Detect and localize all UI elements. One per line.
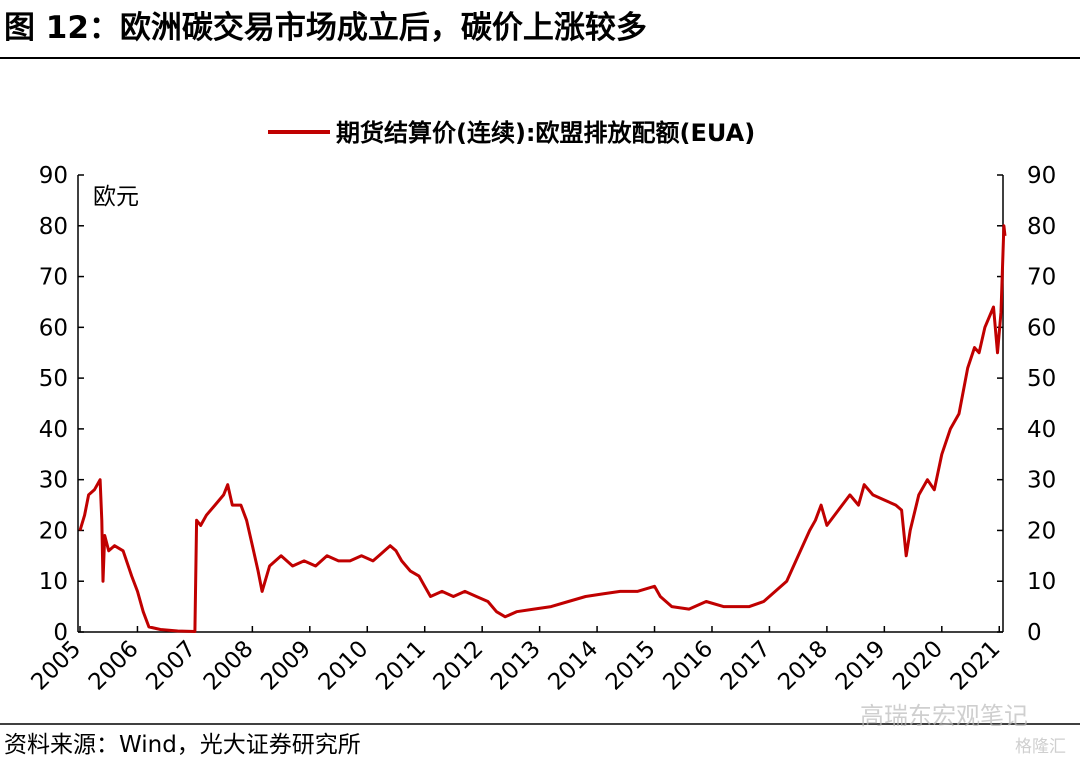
y2-tick-label: 0 xyxy=(1027,620,1042,646)
x-tick-label: 2011 xyxy=(371,636,431,696)
x-tick-label: 2006 xyxy=(84,636,144,696)
x-tick-label: 2020 xyxy=(888,636,948,696)
x-tick-label: 2012 xyxy=(429,636,489,696)
y-tick-label: 20 xyxy=(39,518,68,544)
y-axis-label: 欧元 xyxy=(93,184,139,210)
x-tick-label: 2016 xyxy=(658,636,718,696)
y-tick-label: 30 xyxy=(39,468,68,494)
y2-tick-label: 40 xyxy=(1027,417,1056,443)
y-tick-label: 60 xyxy=(39,315,68,341)
y2-tick-label: 70 xyxy=(1027,265,1056,291)
y-tick-label: 70 xyxy=(39,265,68,291)
y-tick-label: 10 xyxy=(39,569,68,595)
y-tick-label: 40 xyxy=(39,417,68,443)
x-tick-label: 2013 xyxy=(486,636,546,696)
watermark: 格隆汇 xyxy=(1015,737,1066,757)
x-tick-label: 2008 xyxy=(199,636,259,696)
chart-title: 图 12：欧洲碳交易市场成立后，碳价上涨较多 xyxy=(4,10,647,46)
source: 资料来源：Wind，光大证券研究所 xyxy=(4,732,361,758)
y2-tick-label: 90 xyxy=(1027,163,1056,189)
y-tick-label: 80 xyxy=(39,214,68,240)
y-tick-label: 0 xyxy=(53,620,68,646)
x-tick-label: 2019 xyxy=(831,636,891,696)
x-tick-label: 2017 xyxy=(716,636,776,696)
y2-tick-label: 10 xyxy=(1027,569,1056,595)
y2-tick-label: 30 xyxy=(1027,468,1056,494)
legend-label: 期货结算价(连续):欧盟排放配额(EUA) xyxy=(336,119,755,147)
x-tick-label: 2014 xyxy=(544,636,604,696)
y-tick-label: 50 xyxy=(39,366,68,392)
x-tick-label: 2010 xyxy=(314,636,374,696)
x-tick-label: 2007 xyxy=(141,636,201,696)
x-tick-label: 2018 xyxy=(773,636,833,696)
x-tick-label: 2009 xyxy=(256,636,316,696)
series-line xyxy=(78,224,1007,633)
y2-tick-label: 50 xyxy=(1027,366,1056,392)
y-tick-label: 90 xyxy=(39,163,68,189)
x-tick-label: 2021 xyxy=(946,636,1006,696)
y2-tick-label: 80 xyxy=(1027,214,1056,240)
y2-tick-label: 60 xyxy=(1027,315,1056,341)
y2-tick-label: 20 xyxy=(1027,518,1056,544)
x-tick-label: 2015 xyxy=(601,636,661,696)
watermark: 高瑞东宏观笔记 xyxy=(860,702,1028,730)
